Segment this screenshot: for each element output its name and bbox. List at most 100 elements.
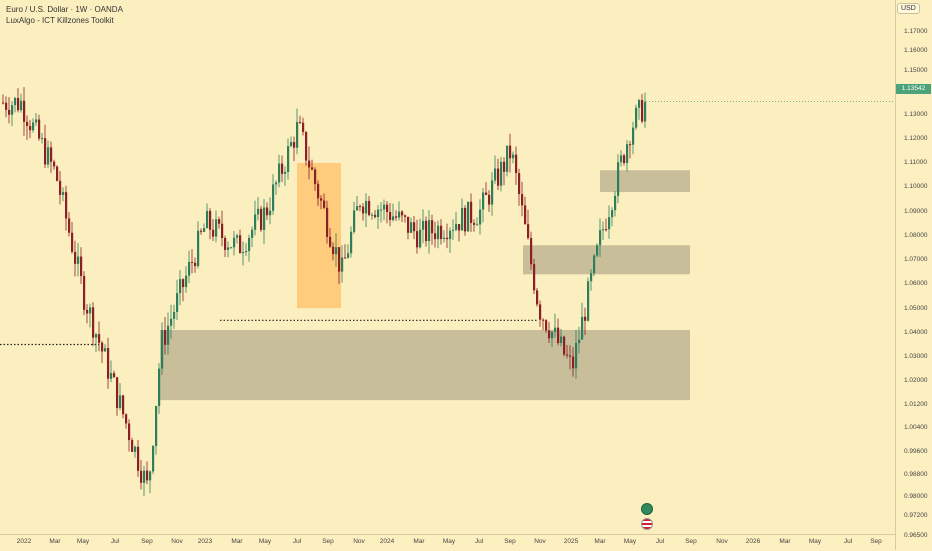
candle-body	[191, 261, 194, 263]
candle-body	[257, 208, 260, 215]
candle-body	[341, 257, 344, 272]
candle-body	[11, 105, 14, 115]
indicator-title[interactable]: LuxAlgo - ICT Killzones Toolkit	[6, 16, 114, 25]
candle-body	[14, 97, 17, 106]
candle-body	[206, 210, 209, 229]
candle-body	[590, 273, 593, 282]
time-tick-label: 2024	[379, 538, 395, 545]
candle-body	[296, 121, 299, 148]
candle-body	[182, 279, 185, 288]
candle-body	[32, 122, 35, 131]
candle-body	[65, 192, 68, 219]
candle-body	[365, 200, 368, 214]
price-axis[interactable]: USD 1.170001.160001.150001.140001.130001…	[895, 0, 932, 550]
candlestick-chart[interactable]	[0, 0, 895, 534]
time-tick-label: Sep	[504, 538, 516, 545]
candle-body	[179, 279, 182, 294]
candle-body	[80, 256, 83, 276]
candle-body	[542, 319, 545, 321]
candle-body	[362, 206, 365, 214]
candle-body	[506, 145, 509, 172]
time-tick-label: May	[442, 538, 456, 545]
candle-body	[251, 229, 254, 238]
candle-body	[335, 247, 338, 255]
symbol-title[interactable]: Euro / U.S. Dollar · 1W · OANDA	[6, 5, 123, 14]
candle-body	[311, 167, 314, 170]
candle-body	[509, 145, 512, 159]
price-tick-label: 1.07000	[904, 256, 928, 263]
candle-body	[611, 210, 614, 218]
price-tick-label: 1.03000	[904, 353, 928, 360]
candle-body	[446, 237, 449, 240]
candle-body	[113, 373, 116, 378]
time-tick-label: May	[258, 538, 272, 545]
green-circle-icon[interactable]	[641, 503, 653, 515]
candle-body	[254, 214, 257, 230]
candle-body	[521, 194, 524, 206]
candle-body	[617, 162, 620, 196]
candle-body	[599, 230, 602, 246]
candle-body	[26, 121, 29, 126]
candle-body	[449, 230, 452, 240]
candle-body	[422, 220, 425, 230]
candle-body	[326, 207, 329, 237]
candle-body	[485, 192, 488, 195]
candle-body	[323, 200, 326, 208]
candle-body	[368, 200, 371, 216]
candle-body	[584, 316, 587, 321]
candle-body	[470, 201, 473, 223]
candle-body	[518, 173, 521, 195]
candle-body	[572, 356, 575, 369]
candle-body	[395, 216, 398, 218]
price-tick-label: 1.17000	[904, 28, 928, 35]
time-tick-label: Nov	[171, 538, 183, 545]
candle-body	[101, 342, 104, 352]
candle-body	[176, 293, 179, 312]
candle-body	[215, 219, 218, 237]
candle-body	[146, 470, 149, 481]
candle-body	[389, 211, 392, 221]
candle-body	[512, 154, 515, 159]
candle-body	[524, 205, 527, 225]
price-tick-label: 1.04000	[904, 329, 928, 336]
candle-body	[314, 169, 317, 184]
candle-body	[116, 377, 119, 409]
candle-body	[626, 144, 629, 164]
candle-body	[188, 261, 191, 276]
candle-body	[242, 252, 245, 254]
candle-body	[581, 316, 584, 340]
candle-body	[38, 119, 41, 139]
candle-body	[95, 334, 98, 338]
candle-body	[275, 182, 278, 185]
candle-body	[632, 127, 635, 145]
candle-body	[47, 147, 50, 165]
candle-body	[50, 147, 53, 162]
candle-body	[149, 471, 152, 481]
time-tick-label: 2022	[16, 538, 32, 545]
time-tick-label: May	[76, 538, 90, 545]
candle-body	[605, 229, 608, 231]
candle-body	[302, 122, 305, 132]
candle-body	[239, 235, 242, 254]
candle-body	[419, 229, 422, 248]
us-flag-icon[interactable]	[641, 518, 653, 530]
candle-body	[134, 446, 137, 452]
candle-body	[98, 334, 101, 343]
candle-body	[488, 194, 491, 205]
candle-body	[338, 247, 341, 272]
candle-body	[320, 198, 323, 201]
candle-body	[458, 224, 461, 231]
candle-body	[356, 206, 359, 211]
candle-body	[266, 207, 269, 216]
time-axis[interactable]: 2022 Mar May Jul Sep Nov 2023 Mar May Jul Sep Nov 20…	[0, 534, 895, 551]
candle-body	[575, 343, 578, 369]
currency-badge[interactable]: USD	[897, 3, 920, 14]
candle-body	[263, 207, 266, 230]
candle-body	[563, 336, 566, 355]
candle-body	[248, 237, 251, 252]
price-tick-label: 1.10000	[904, 183, 928, 190]
candle-body	[515, 154, 518, 174]
chart-area[interactable]: Euro / U.S. Dollar · 1W · OANDA LuxAlgo …	[0, 0, 895, 534]
candle-body	[170, 318, 173, 326]
price-zone	[600, 170, 690, 193]
